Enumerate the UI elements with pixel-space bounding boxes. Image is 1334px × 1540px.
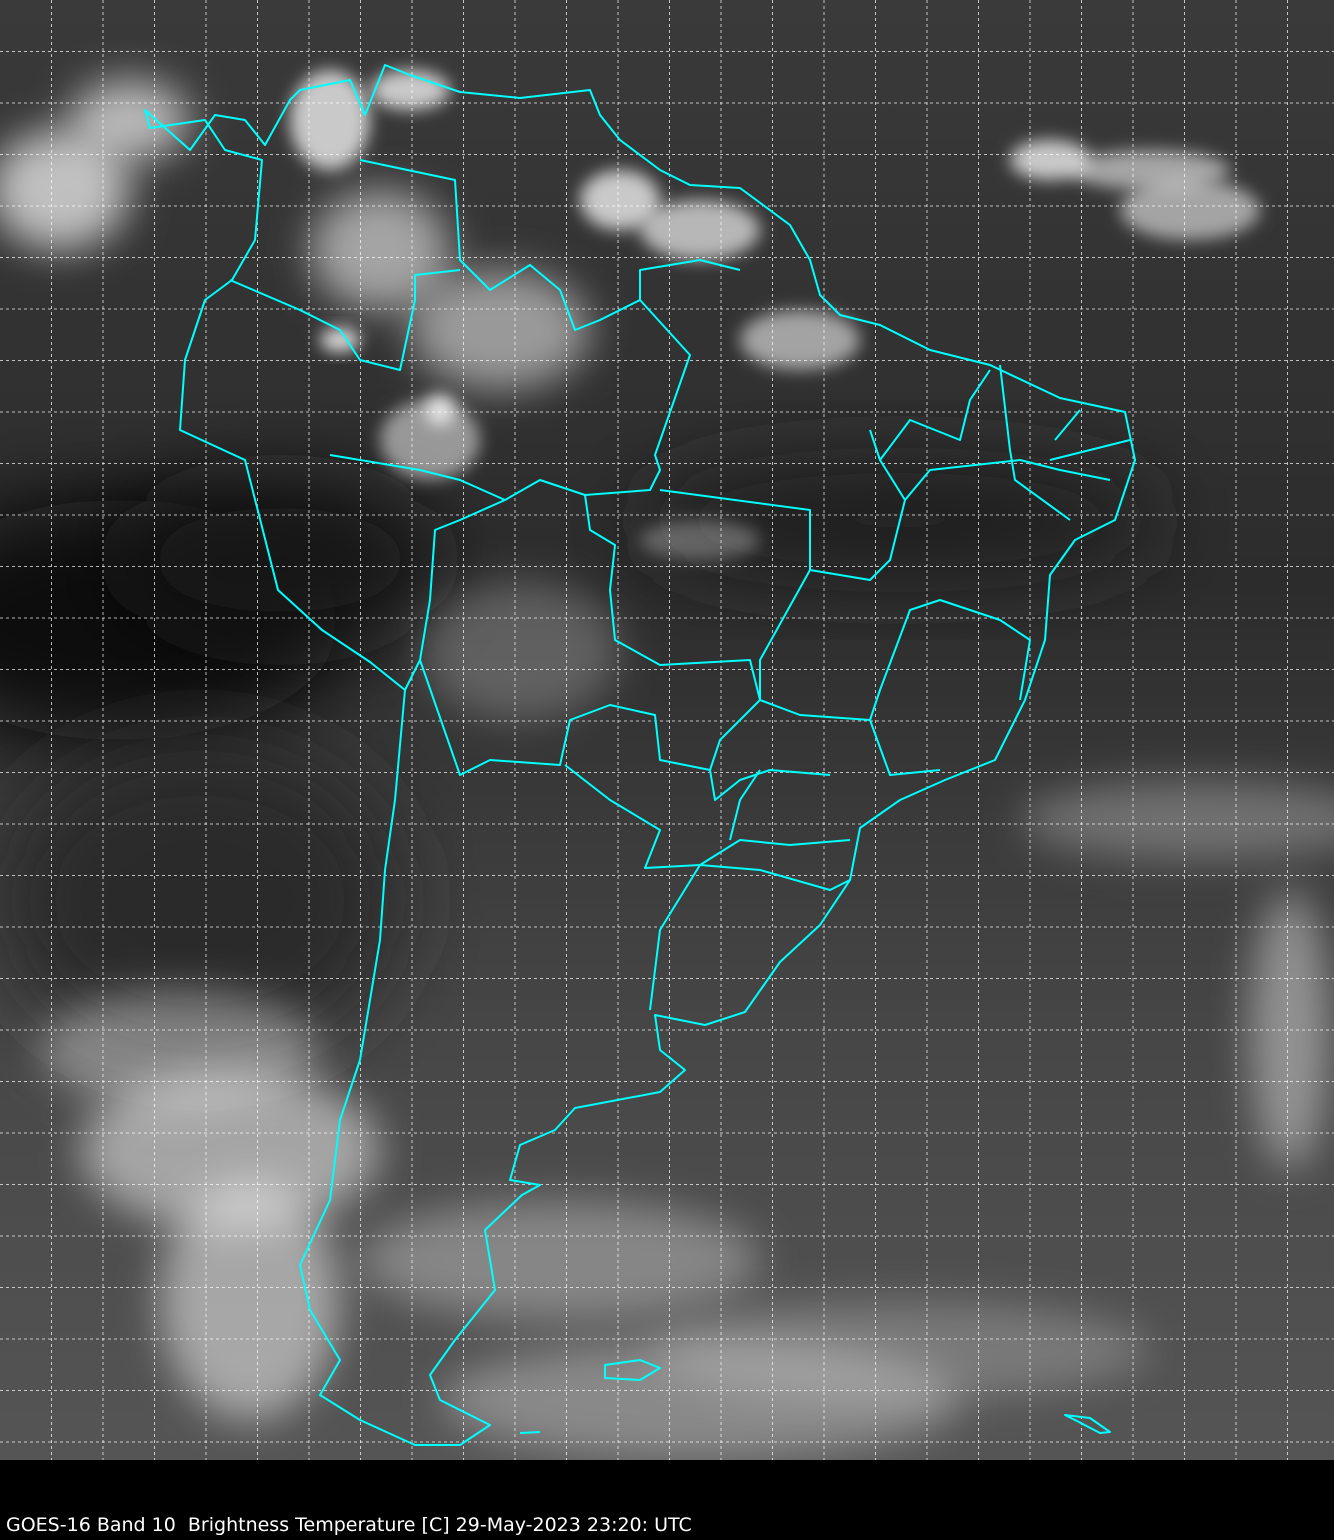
island [519,1431,541,1434]
cloud [640,200,760,260]
cloud [370,70,450,110]
cloud [310,190,450,310]
internal-border [404,270,691,691]
cloud [380,400,480,480]
cloud [650,1300,1150,1400]
internal-border [359,159,741,331]
internal-border [699,864,851,891]
internal-border [1049,409,1131,461]
cloud [425,395,455,425]
country-borders [144,64,1136,1446]
internal-border [329,454,506,501]
internal-border [759,569,941,776]
cloud [70,80,190,160]
cloud [360,1200,760,1320]
cloud [580,170,660,230]
internal-border [729,769,761,841]
internal-border [904,459,1111,501]
lat-lon-grid [0,0,1334,1460]
cloud [40,990,320,1110]
dark-region [120,480,440,640]
internal-border [879,369,991,461]
cloud [1120,180,1260,240]
satellite-map [0,0,1334,1460]
cloud [640,520,760,560]
internal-border [999,364,1071,521]
cloud [1020,780,1334,860]
cloud [290,70,370,170]
internal-border [564,764,851,869]
internal-border [229,269,461,371]
internal-border [659,429,906,581]
cloud [160,1180,340,1420]
falkland-islands [604,1359,661,1381]
cloud-layer [0,70,1334,1460]
cloud [0,130,130,250]
south-georgia-island [1064,1414,1111,1434]
internal-border [709,699,761,771]
continent-coastline [144,64,1136,1446]
cloud [420,580,620,720]
internal-border [649,864,701,1011]
cloud [740,310,860,370]
internal-border [419,659,831,801]
dark-region [0,740,400,1060]
internal-border [584,494,761,701]
cloud [410,270,590,390]
internal-border [869,599,1031,721]
image-caption: GOES-16 Band 10 Brightness Temperature [… [6,1514,692,1536]
